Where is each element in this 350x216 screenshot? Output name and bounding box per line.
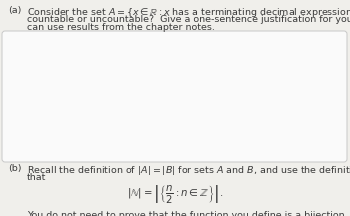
- Text: countable or uncountable?  Give a one-sentence justification for your answer.  Y: countable or uncountable? Give a one-sen…: [27, 14, 350, 24]
- Text: that: that: [27, 173, 46, 181]
- Text: can use results from the chapter notes.: can use results from the chapter notes.: [27, 23, 215, 32]
- Text: $|\mathbb{N}| = \left|\left\{\dfrac{n}{2} : n \in \mathbb{Z}\right\}\right|.$: $|\mathbb{N}| = \left|\left\{\dfrac{n}{2…: [127, 183, 223, 205]
- Text: Recall the definition of $|A|=|B|$ for sets $A$ and $B$, and use the definition : Recall the definition of $|A|=|B|$ for s…: [27, 164, 350, 177]
- FancyBboxPatch shape: [2, 31, 347, 162]
- Text: (b): (b): [8, 164, 21, 173]
- Text: Consider the set $A = \{x \in \mathbb{R} : x$ has a terminating decimal expressi: Consider the set $A = \{x \in \mathbb{R}…: [27, 6, 350, 19]
- Text: You do not need to prove that the function you define is a bijection.: You do not need to prove that the functi…: [27, 211, 348, 216]
- Text: (a): (a): [8, 6, 21, 15]
